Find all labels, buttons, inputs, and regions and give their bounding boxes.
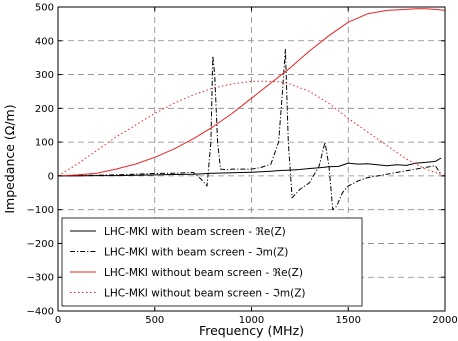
series-line-2: [57, 48, 442, 211]
y-tick-label: −300: [27, 273, 54, 284]
y-tick-label: 400: [35, 36, 54, 47]
y-tick-label: 200: [35, 104, 54, 115]
y-axis-label: Impedance (Ω/m): [2, 104, 17, 213]
series-line-4: [57, 80, 446, 177]
legend-entry: LHC-MKI without beam screen - ℑm(Z): [104, 287, 305, 299]
y-tick-label: −200: [27, 239, 54, 250]
y-tick-label: 300: [35, 70, 54, 81]
y-tick-label: 500: [35, 3, 54, 14]
series-layer: [57, 8, 446, 211]
x-axis-label: Frequency (MHz): [199, 323, 304, 338]
x-tick-label: 500: [145, 315, 164, 326]
legend-entry: LHC-MKI without beam screen - ℜe(Z): [104, 267, 303, 279]
series-line-3: [57, 8, 446, 177]
y-tick-label: 100: [35, 138, 54, 149]
series-line-1: [58, 157, 442, 177]
x-tick-label: 2000: [432, 315, 457, 326]
legend: LHC-MKI with beam screen - ℜe(Z) LHC-MKI …: [61, 217, 363, 307]
legend-box: [61, 217, 363, 307]
x-tick-label: 1500: [336, 315, 361, 326]
y-tick-label: −400: [27, 307, 54, 318]
legend-entry: LHC-MKI with beam screen - ℑm(Z): [104, 246, 288, 258]
x-tick-label: 1000: [239, 315, 264, 326]
y-tick-label: 0: [48, 171, 54, 182]
x-tick-label: 0: [55, 315, 61, 326]
axis-ticks: 0 500 1000 1500 2000 −400 −300 −200 −100 0 100 200 3…: [27, 3, 458, 327]
y-tick-label: −100: [27, 205, 54, 216]
legend-entry: LHC-MKI with beam screen - ℜe(Z): [104, 226, 286, 238]
